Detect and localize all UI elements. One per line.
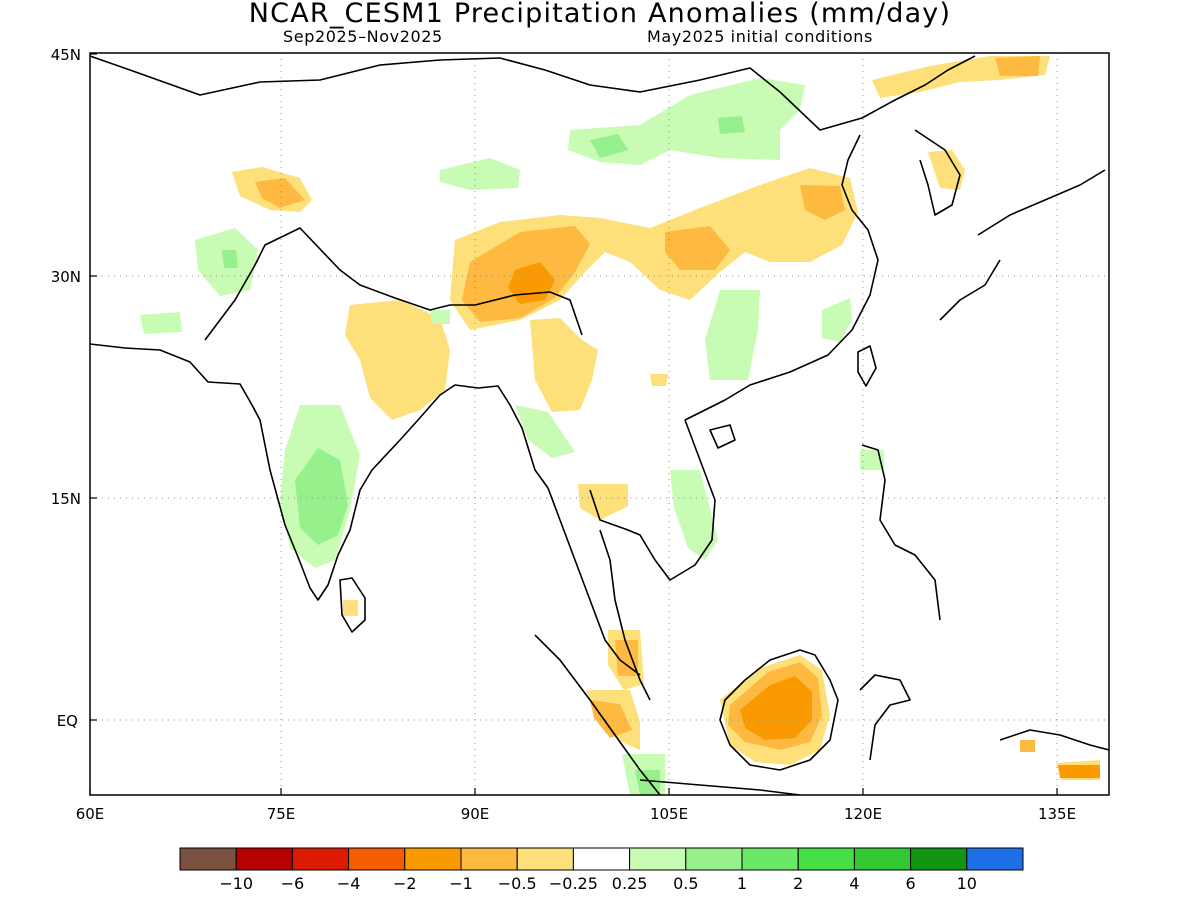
- axis-ticks: [89, 53, 1058, 795]
- colorbar-label: −0.25: [549, 874, 598, 893]
- anomaly-wet-light-bangladesh: [430, 310, 450, 324]
- anomaly-wet-light-fujian: [822, 298, 852, 342]
- map-title: NCAR_CESM1 Precipitation Anomalies (mm/d…: [248, 0, 952, 29]
- graticule: [90, 53, 1109, 795]
- colorbar-label: 0.25: [612, 874, 648, 893]
- border-china-north: [90, 55, 976, 131]
- colorbar-swatch: [572, 847, 631, 871]
- colorbar-label: 1: [737, 874, 747, 893]
- colorbar: [179, 847, 1024, 871]
- x-tick-135e: 135E: [1038, 805, 1076, 823]
- anomaly-wet-light-south-china: [705, 290, 760, 380]
- coastline-borneo: [719, 649, 839, 771]
- anomaly-dry-strong-tibet: [508, 262, 555, 304]
- colorbar-label: −2: [393, 874, 417, 893]
- colorbar-swatch: [348, 847, 406, 871]
- anomaly-wet-light-tarim: [440, 158, 520, 190]
- coastline-malaya: [599, 529, 651, 701]
- anomaly-dry-mid-kashmir: [255, 178, 305, 208]
- coastline-korea: [914, 129, 961, 216]
- anomaly-dry-light-korea: [928, 150, 965, 190]
- anomaly-wet-mid-pakistan: [222, 250, 238, 268]
- x-tick-105e: 105E: [650, 805, 688, 823]
- initial-conditions: May2025 initial conditions: [647, 27, 873, 46]
- coastline-philippines: [861, 444, 941, 621]
- colorbar-label: −6: [281, 874, 305, 893]
- anomaly-wet-light-myanmar: [515, 405, 575, 458]
- anomaly-wet-mid-india: [295, 448, 348, 545]
- colorbar-swatch: [460, 847, 518, 871]
- anomaly-dry-mid-newguinea: [1020, 740, 1035, 752]
- coastline-sumatra: [534, 634, 661, 795]
- colorbar-label: 4: [849, 874, 859, 893]
- y-tick-15n: 15N: [51, 490, 81, 508]
- colorbar-label: −0.5: [498, 874, 537, 893]
- colorbar-swatch: [685, 847, 743, 871]
- colorbar-swatch: [797, 847, 855, 871]
- coastline-java: [639, 779, 801, 795]
- anomaly-shading: [140, 56, 1100, 795]
- colorbar-swatch: [966, 847, 1024, 871]
- anomaly-dry-strong-borneo: [740, 676, 812, 740]
- x-tick-90e: 90E: [461, 805, 490, 823]
- anomaly-dry-light-taiwan: [650, 374, 668, 386]
- colorbar-label: −4: [337, 874, 361, 893]
- colorbar-label: 6: [906, 874, 916, 893]
- coastlines-borders: [90, 55, 1109, 795]
- anomaly-dry-strong-newguinea: [1058, 765, 1100, 778]
- colorbar-label: −10: [219, 874, 253, 893]
- colorbar-label: 10: [957, 874, 977, 893]
- anomaly-wet-mid-sumatra-south: [635, 770, 660, 795]
- forecast-period: Sep2025–Nov2025: [283, 27, 443, 46]
- coastline-china-east: [684, 134, 879, 421]
- colorbar-swatch: [291, 847, 350, 871]
- anomaly-wet-mid-mongolia: [590, 134, 628, 158]
- border-himalaya: [204, 227, 583, 341]
- y-tick-30n: 30N: [51, 268, 81, 286]
- colorbar-swatch: [629, 847, 687, 871]
- anomaly-dry-mid-manchuria: [995, 56, 1040, 76]
- colorbar-swatch: [179, 847, 237, 871]
- colorbar-swatch: [910, 847, 968, 871]
- coastline-srilanka: [339, 577, 366, 633]
- anomaly-dry-light-thailand: [578, 484, 628, 520]
- colorbar-swatch: [741, 847, 799, 871]
- anomaly-wet-light-arabian: [140, 312, 182, 334]
- colorbar-label: 0.5: [673, 874, 698, 893]
- coastline-japan: [977, 169, 1106, 236]
- colorbar-swatch: [516, 847, 574, 871]
- coastline-indochina-east: [589, 419, 716, 581]
- anomaly-wet-light-philippines: [860, 450, 884, 470]
- anomaly-dry-mid-north-china: [800, 185, 845, 220]
- anomaly-dry-mid-sumatra: [590, 700, 632, 738]
- anomaly-wet-light-vietnam: [670, 470, 718, 560]
- y-tick-45n: 45N: [51, 46, 81, 64]
- anomaly-wet-mid-mongolia-east: [718, 116, 745, 134]
- plot-frame: [89, 52, 1110, 796]
- anomaly-dry-mid-tibet-east: [665, 226, 730, 270]
- x-tick-60e: 60E: [76, 805, 105, 823]
- anomaly-dry-light-myanmar: [530, 318, 598, 412]
- coastline-indochina: [547, 487, 641, 676]
- anomaly-dry-mid-malaya: [615, 640, 638, 676]
- coastline-japan-kyushu: [939, 259, 1001, 321]
- coastline-newguinea: [999, 729, 1109, 751]
- anomaly-dry-light-srilanka: [343, 600, 358, 616]
- coastline-taiwan: [857, 345, 877, 387]
- colorbar-label: −1: [449, 874, 473, 893]
- colorbar-swatch: [404, 847, 462, 871]
- colorbar-swatch: [235, 847, 293, 871]
- colorbar-labels: −10 −6 −4 −2 −1 −0.5 −0.25 0.25 0.5 1 2 4 6 10: [219, 874, 977, 893]
- anomaly-dry-light-india-north: [345, 300, 450, 420]
- coastline-sulawesi: [859, 674, 911, 761]
- colorbar-swatch: [853, 847, 912, 871]
- coastline-hainan: [709, 424, 736, 449]
- x-tick-75e: 75E: [267, 805, 296, 823]
- x-tick-120e: 120E: [844, 805, 882, 823]
- anomaly-wet-light-mongolia: [568, 78, 805, 165]
- y-tick-eq: EQ: [57, 712, 78, 730]
- colorbar-label: 2: [793, 874, 803, 893]
- coastline-india: [90, 343, 549, 601]
